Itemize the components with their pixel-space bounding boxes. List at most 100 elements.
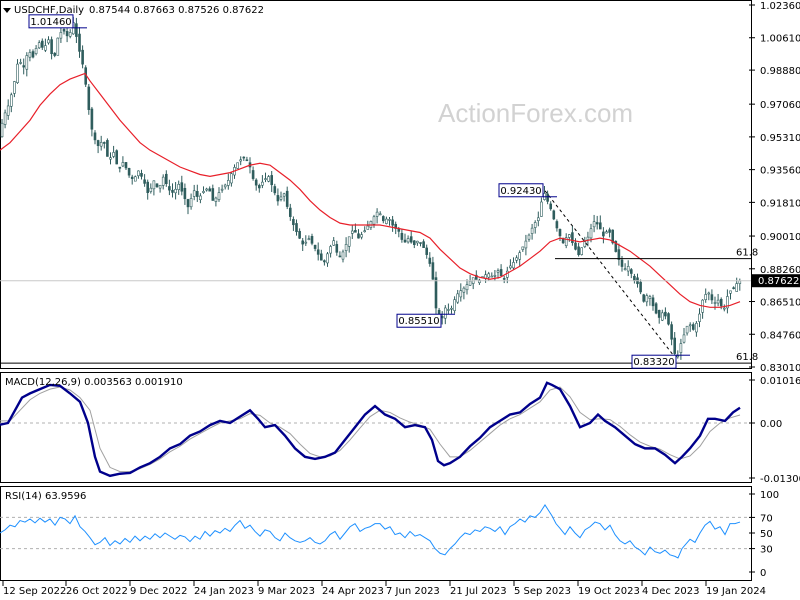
- candle: [208, 186, 211, 192]
- candle: [422, 239, 425, 248]
- candle: [0, 119, 4, 138]
- candle: [87, 83, 91, 115]
- macd-label: MACD(12,26,9) 0.003563 0.001910: [5, 377, 183, 388]
- candle: [555, 219, 559, 232]
- candle: [205, 187, 208, 192]
- candle: [648, 294, 652, 306]
- candle: [453, 296, 456, 314]
- candle: [22, 58, 26, 75]
- candle: [571, 225, 574, 246]
- candle: [502, 275, 506, 284]
- candle: [53, 52, 57, 58]
- candle: [118, 166, 122, 173]
- candle: [391, 215, 394, 232]
- candle: [295, 219, 298, 236]
- candle: [196, 184, 199, 202]
- candle: [109, 152, 112, 165]
- candle: [155, 183, 159, 189]
- candle: [183, 183, 187, 205]
- macd-plot: [0, 381, 751, 478]
- candle: [400, 228, 404, 243]
- macd-axis: 0.010166 0.00 -0.013006: [749, 376, 800, 485]
- candle: [230, 172, 233, 187]
- candle: [546, 190, 549, 205]
- candle: [676, 350, 680, 359]
- rsi-tick-label: 100: [760, 490, 779, 501]
- candle: [28, 49, 32, 62]
- candle: [639, 279, 642, 295]
- rsi-line: [0, 503, 741, 559]
- candle: [130, 174, 134, 185]
- price-annotation: 0.83320: [631, 354, 690, 369]
- candle: [518, 250, 522, 267]
- candle: [428, 252, 432, 267]
- moving-average: [0, 72, 741, 308]
- candle: [171, 183, 174, 198]
- candle: [99, 135, 103, 151]
- candle: [660, 309, 664, 322]
- price-tick-label: 0.90010: [760, 232, 800, 243]
- candle: [31, 49, 35, 59]
- candle: [127, 167, 131, 178]
- candle: [78, 27, 81, 58]
- candle: [115, 149, 118, 165]
- candle: [552, 209, 556, 221]
- candle: [143, 174, 146, 187]
- svg-text:0.87622: 0.87622: [758, 276, 799, 287]
- candle: [493, 270, 497, 281]
- price-tick-label: 0.88260: [760, 265, 800, 276]
- candle: [431, 256, 435, 280]
- candle: [158, 184, 162, 193]
- candle: [137, 170, 140, 179]
- candle: [75, 17, 78, 44]
- candle: [335, 240, 339, 256]
- candle: [416, 240, 419, 246]
- candle: [360, 231, 363, 240]
- candle: [236, 162, 239, 169]
- projection-dashed-line: [544, 190, 679, 362]
- candle: [564, 233, 568, 249]
- candle: [121, 156, 125, 168]
- candle: [174, 182, 177, 200]
- candle: [357, 229, 360, 239]
- candle: [37, 40, 41, 49]
- candle: [350, 224, 354, 239]
- rsi-tick-label: 30: [760, 545, 773, 556]
- candle: [93, 130, 97, 145]
- time-tick-label: 5 Sep 2023: [514, 586, 571, 597]
- candle: [602, 227, 605, 244]
- candle: [227, 173, 230, 190]
- time-tick-label: 26 Oct 2022: [66, 586, 128, 597]
- candle: [140, 169, 143, 180]
- rsi-axis: 100 70 50 30 0: [749, 490, 779, 579]
- candle: [682, 327, 686, 344]
- candle: [16, 59, 19, 84]
- macd-panel-frame: [0, 372, 752, 483]
- candle: [192, 184, 196, 201]
- candle: [598, 215, 602, 230]
- candle: [657, 309, 661, 324]
- candle: [288, 203, 292, 221]
- candle: [726, 289, 729, 314]
- candle: [146, 179, 149, 200]
- candle: [50, 36, 53, 60]
- candle: [626, 260, 630, 277]
- candle: [214, 196, 218, 207]
- candle: [56, 37, 60, 56]
- candle: [40, 38, 44, 50]
- price-annotation: 0.85510: [396, 313, 455, 328]
- time-tick-label: 9 Dec 2022: [130, 586, 188, 597]
- candle: [106, 138, 109, 157]
- watermark: ActionForex.com: [438, 98, 633, 128]
- candle: [406, 235, 410, 244]
- candle: [450, 305, 453, 314]
- collapse-triangle-icon[interactable]: [3, 8, 11, 13]
- macd-signal-line: [0, 386, 741, 473]
- candle: [267, 175, 270, 183]
- candle: [81, 45, 84, 69]
- fib-level-label: 61.8: [736, 352, 758, 363]
- rsi-tick-label: 50: [760, 529, 773, 540]
- candle: [707, 291, 711, 301]
